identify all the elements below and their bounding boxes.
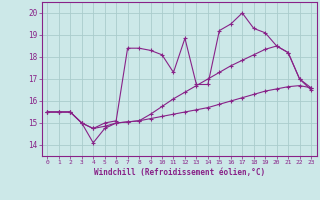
X-axis label: Windchill (Refroidissement éolien,°C): Windchill (Refroidissement éolien,°C) (94, 168, 265, 177)
